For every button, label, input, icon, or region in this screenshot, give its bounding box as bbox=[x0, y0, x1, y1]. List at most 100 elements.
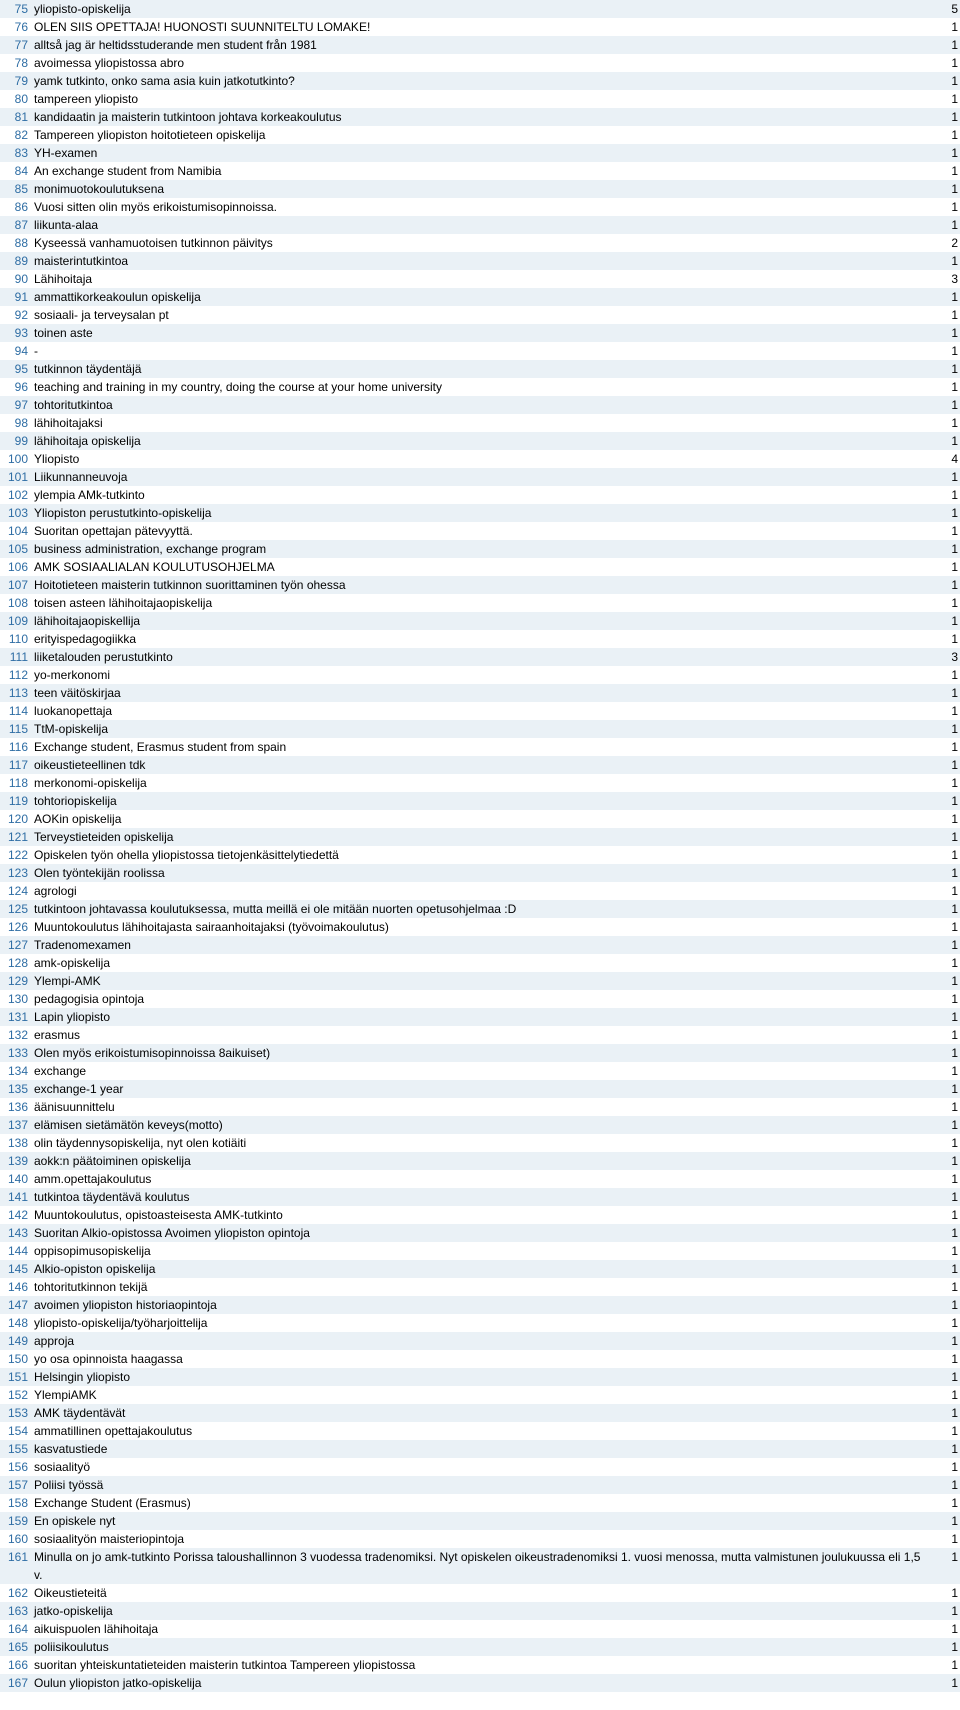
row-count: 1 bbox=[930, 720, 960, 738]
row-text: lähihoitajaopiskellija bbox=[32, 612, 930, 630]
table-row: 137elämisen sietämätön keveys(motto)1 bbox=[0, 1116, 960, 1134]
row-text: Muuntokoulutus, opistoasteisesta AMK-tut… bbox=[32, 1206, 930, 1224]
row-number: 113 bbox=[0, 684, 32, 702]
row-text: kasvatustiede bbox=[32, 1440, 930, 1458]
row-count: 3 bbox=[930, 270, 960, 288]
row-text: agrologi bbox=[32, 882, 930, 900]
row-text: aikuispuolen lähihoitaja bbox=[32, 1620, 930, 1638]
row-text: yliopisto-opiskelija bbox=[32, 0, 930, 18]
row-text: AMK täydentävät bbox=[32, 1404, 930, 1422]
row-number: 82 bbox=[0, 126, 32, 144]
row-text: Yliopiston perustutkinto-opiskelija bbox=[32, 504, 930, 522]
row-text: tutkintoa täydentävä koulutus bbox=[32, 1188, 930, 1206]
table-row: 81kandidaatin ja maisterin tutkintoon jo… bbox=[0, 108, 960, 126]
row-number: 90 bbox=[0, 270, 32, 288]
row-count: 1 bbox=[930, 936, 960, 954]
row-text: TtM-opiskelija bbox=[32, 720, 930, 738]
table-row: 154ammatillinen opettajakoulutus1 bbox=[0, 1422, 960, 1440]
table-row: 150yo osa opinnoista haagassa1 bbox=[0, 1350, 960, 1368]
row-text: An exchange student from Namibia bbox=[32, 162, 930, 180]
row-text: teaching and training in my country, doi… bbox=[32, 378, 930, 396]
row-text: elämisen sietämätön keveys(motto) bbox=[32, 1116, 930, 1134]
row-text: luokanopettaja bbox=[32, 702, 930, 720]
row-number: 79 bbox=[0, 72, 32, 90]
row-number: 161 bbox=[0, 1548, 32, 1566]
row-text: avoimessa yliopistossa abro bbox=[32, 54, 930, 72]
table-row: 139aokk:n päätoiminen opiskelija1 bbox=[0, 1152, 960, 1170]
table-row: 85monimuotokoulutuksena1 bbox=[0, 180, 960, 198]
row-text: Suoritan Alkio-opistossa Avoimen yliopis… bbox=[32, 1224, 930, 1242]
table-row: 105business administration, exchange pro… bbox=[0, 540, 960, 558]
row-count: 1 bbox=[930, 1422, 960, 1440]
row-number: 105 bbox=[0, 540, 32, 558]
row-text: Exchange student, Erasmus student from s… bbox=[32, 738, 930, 756]
row-number: 93 bbox=[0, 324, 32, 342]
row-count: 1 bbox=[930, 900, 960, 918]
row-number: 106 bbox=[0, 558, 32, 576]
row-number: 160 bbox=[0, 1530, 32, 1548]
row-count: 1 bbox=[930, 828, 960, 846]
row-text: Kyseessä vanhamuotoisen tutkinnon päivit… bbox=[32, 234, 930, 252]
row-text: Opiskelen työn ohella yliopistossa tieto… bbox=[32, 846, 930, 864]
row-count: 1 bbox=[930, 1152, 960, 1170]
row-count: 1 bbox=[930, 252, 960, 270]
table-row: 78avoimessa yliopistossa abro1 bbox=[0, 54, 960, 72]
row-number: 127 bbox=[0, 936, 32, 954]
table-row: 149approja1 bbox=[0, 1332, 960, 1350]
row-number: 95 bbox=[0, 360, 32, 378]
row-text: Suoritan opettajan pätevyyttä. bbox=[32, 522, 930, 540]
table-row: 143Suoritan Alkio-opistossa Avoimen ylio… bbox=[0, 1224, 960, 1242]
row-number: 129 bbox=[0, 972, 32, 990]
row-number: 131 bbox=[0, 1008, 32, 1026]
row-text: toisen asteen lähihoitajaopiskelija bbox=[32, 594, 930, 612]
row-text: approja bbox=[32, 1332, 930, 1350]
table-row: 109lähihoitajaopiskellija1 bbox=[0, 612, 960, 630]
row-count: 1 bbox=[930, 1044, 960, 1062]
table-row: 84An exchange student from Namibia1 bbox=[0, 162, 960, 180]
row-text: merkonomi-opiskelija bbox=[32, 774, 930, 792]
data-table: 75yliopisto-opiskelija576OLEN SIIS OPETT… bbox=[0, 0, 960, 1692]
row-text: liiketalouden perustutkinto bbox=[32, 648, 930, 666]
row-count: 1 bbox=[930, 684, 960, 702]
row-number: 143 bbox=[0, 1224, 32, 1242]
row-text: Oikeustieteitä bbox=[32, 1584, 930, 1602]
row-count: 1 bbox=[930, 1332, 960, 1350]
row-text: amm.opettajakoulutus bbox=[32, 1170, 930, 1188]
table-row: 134exchange1 bbox=[0, 1062, 960, 1080]
row-text: Exchange Student (Erasmus) bbox=[32, 1494, 930, 1512]
row-number: 155 bbox=[0, 1440, 32, 1458]
table-row: 100Yliopisto4 bbox=[0, 450, 960, 468]
table-row: 104Suoritan opettajan pätevyyttä.1 bbox=[0, 522, 960, 540]
row-count: 1 bbox=[930, 1170, 960, 1188]
row-number: 85 bbox=[0, 180, 32, 198]
row-number: 88 bbox=[0, 234, 32, 252]
row-number: 158 bbox=[0, 1494, 32, 1512]
row-count: 1 bbox=[930, 1674, 960, 1692]
row-text: Olen myös erikoistumisopinnoissa 8aikuis… bbox=[32, 1044, 930, 1062]
row-count: 1 bbox=[930, 846, 960, 864]
row-count: 1 bbox=[930, 216, 960, 234]
row-count: 1 bbox=[930, 504, 960, 522]
row-text: ylempia AMk-tutkinto bbox=[32, 486, 930, 504]
row-count: 1 bbox=[930, 108, 960, 126]
row-number: 156 bbox=[0, 1458, 32, 1476]
row-number: 159 bbox=[0, 1512, 32, 1530]
row-number: 107 bbox=[0, 576, 32, 594]
row-number: 77 bbox=[0, 36, 32, 54]
row-number: 98 bbox=[0, 414, 32, 432]
row-text: oikeustieteellinen tdk bbox=[32, 756, 930, 774]
row-text: tutkinnon täydentäjä bbox=[32, 360, 930, 378]
row-count: 1 bbox=[930, 1638, 960, 1656]
row-count: 1 bbox=[930, 360, 960, 378]
table-row: 138olin täydennysopiskelija, nyt olen ko… bbox=[0, 1134, 960, 1152]
row-number: 139 bbox=[0, 1152, 32, 1170]
table-row: 126Muuntokoulutus lähihoitajasta sairaan… bbox=[0, 918, 960, 936]
table-row: 87liikunta-alaa1 bbox=[0, 216, 960, 234]
row-count: 1 bbox=[930, 1656, 960, 1674]
row-count: 1 bbox=[930, 144, 960, 162]
row-count: 1 bbox=[930, 1134, 960, 1152]
row-number: 136 bbox=[0, 1098, 32, 1116]
row-number: 94 bbox=[0, 342, 32, 360]
row-text: Olen työntekijän roolissa bbox=[32, 864, 930, 882]
row-text: Vuosi sitten olin myös erikoistumisopinn… bbox=[32, 198, 930, 216]
